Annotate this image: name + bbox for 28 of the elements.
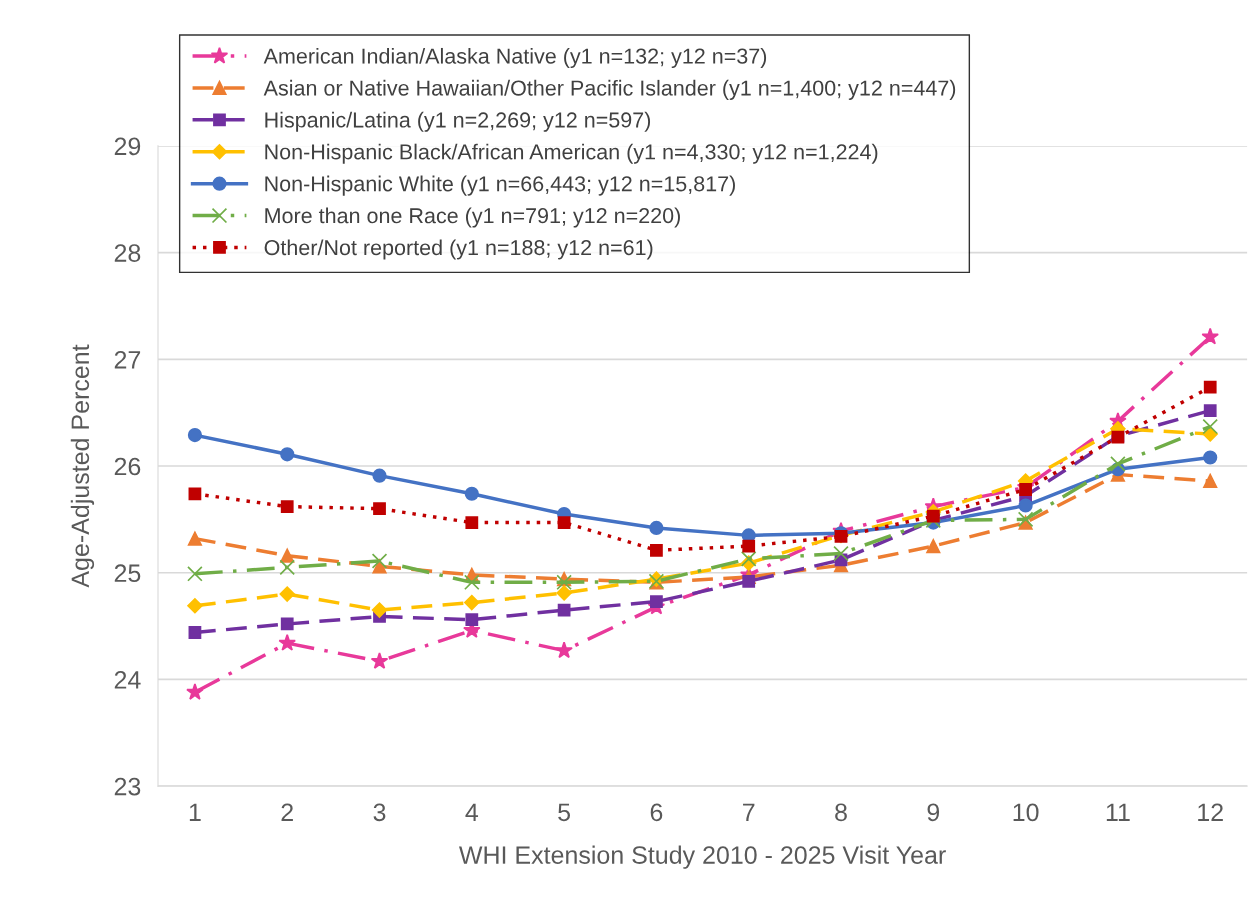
y-tick-label: 28 [114,244,141,262]
x-axis-title: WHI Extension Study 2010 - 2025 Visit Year [459,845,946,869]
y-tick-label: 26 [114,457,141,476]
legend-label: Other/Not reported (y1 n=188; y12 n=61) [264,239,653,260]
x-tick-label: 4 [465,803,479,821]
x-tick-label: 6 [650,803,663,822]
legend-label: Non-Hispanic White (y1 n=66,443; y12 n=15,817) [265,175,735,196]
x-tick-label: 11 [1106,803,1130,821]
x-tick-label: 10 [1013,803,1039,822]
legend-label: Asian or Native Hawaiian/Other Pacific Islander (y1 n=1,400; y12 n=447) [263,79,956,100]
x-tick-label: 8 [835,803,847,822]
x-tick-label: 1 [189,803,201,821]
y-tick-label: 29 [114,137,141,156]
x-tick-label: 9 [927,803,940,822]
x-tick-label: 7 [743,803,755,821]
y-tick-label: 24 [114,671,141,689]
x-tick-label: 5 [558,803,571,822]
legend-label: Hispanic/Latina (y1 n=2,269; y12 n=597) [265,111,651,132]
x-tick-label: 2 [281,803,293,821]
y-tick-label: 23 [114,777,141,796]
x-tick-label: 12 [1198,803,1223,821]
y-tick-label: 25 [114,564,141,583]
x-tick-label: 3 [373,803,386,822]
legend-label: Non-Hispanic Black/African American (y1 n=4,330; y12 n=1,224) [265,143,878,164]
legend-label: More than one Race (y1 n=791; y12 n=220) [265,207,680,228]
legend-label: American Indian/Alaska Native (y1 n=132; y12 n=37) [263,47,767,69]
y-tick-label: 27 [114,350,141,369]
y-axis-title: Age-Adjusted Percent [70,344,95,588]
